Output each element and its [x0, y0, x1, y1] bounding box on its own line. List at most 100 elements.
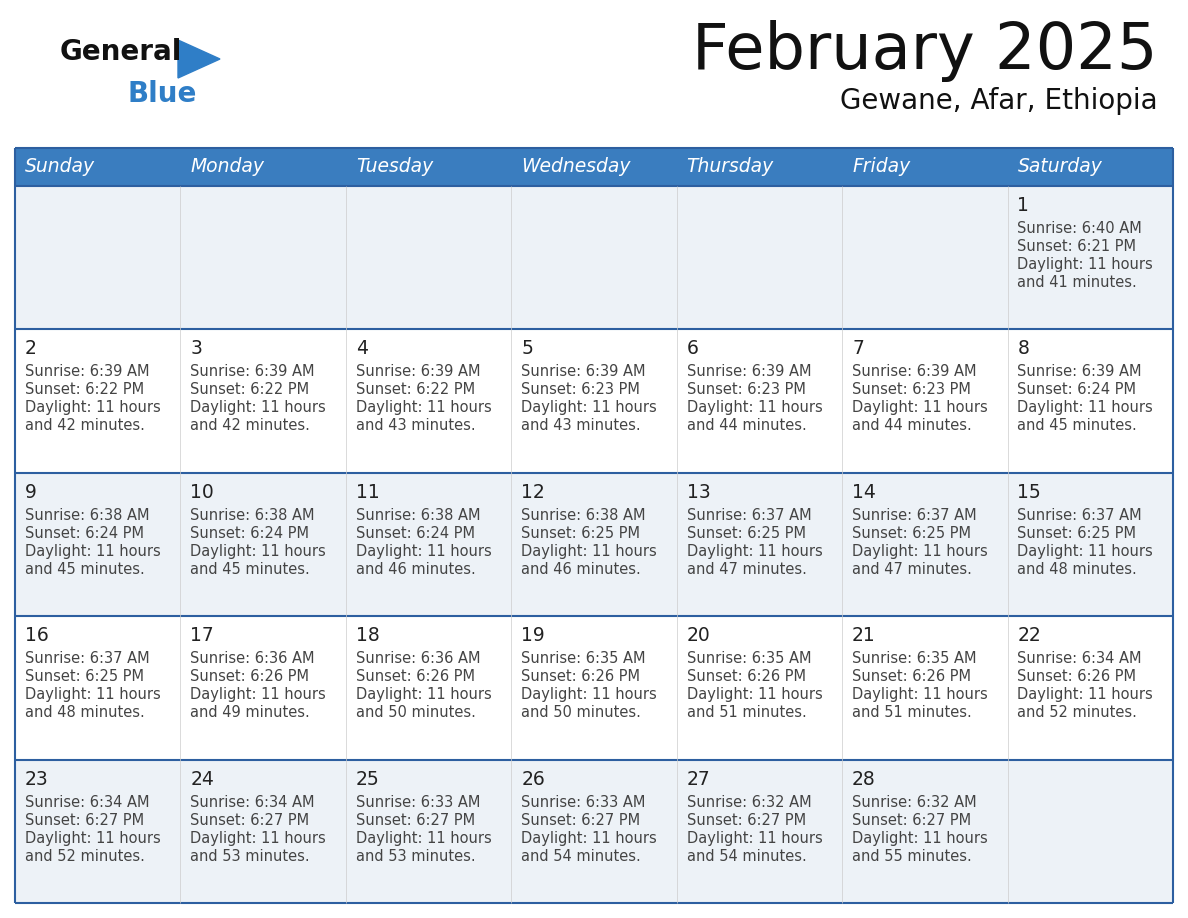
Bar — [842, 148, 1007, 186]
Text: and 48 minutes.: and 48 minutes. — [25, 705, 145, 721]
Text: Sunrise: 6:37 AM: Sunrise: 6:37 AM — [25, 651, 150, 666]
Text: Sunset: 6:22 PM: Sunset: 6:22 PM — [25, 383, 144, 397]
Text: Sunset: 6:25 PM: Sunset: 6:25 PM — [522, 526, 640, 541]
Text: and 45 minutes.: and 45 minutes. — [190, 562, 310, 577]
Text: and 52 minutes.: and 52 minutes. — [1017, 705, 1137, 721]
Text: Sunrise: 6:34 AM: Sunrise: 6:34 AM — [25, 795, 150, 810]
Text: Sunrise: 6:34 AM: Sunrise: 6:34 AM — [190, 795, 315, 810]
Text: Daylight: 11 hours: Daylight: 11 hours — [852, 400, 987, 416]
Text: Sunrise: 6:37 AM: Sunrise: 6:37 AM — [687, 508, 811, 522]
Text: Tuesday: Tuesday — [355, 158, 434, 176]
Text: and 54 minutes.: and 54 minutes. — [522, 848, 642, 864]
Text: and 46 minutes.: and 46 minutes. — [355, 562, 475, 577]
Text: 7: 7 — [852, 340, 864, 358]
Text: Blue: Blue — [128, 80, 197, 108]
Text: Sunset: 6:26 PM: Sunset: 6:26 PM — [1017, 669, 1137, 684]
Bar — [15, 616, 1173, 759]
Text: Sunrise: 6:40 AM: Sunrise: 6:40 AM — [1017, 221, 1142, 236]
Bar — [346, 148, 511, 186]
Text: 2: 2 — [25, 340, 37, 358]
Text: and 48 minutes.: and 48 minutes. — [1017, 562, 1137, 577]
Text: Sunrise: 6:39 AM: Sunrise: 6:39 AM — [190, 364, 315, 379]
Text: Sunrise: 6:35 AM: Sunrise: 6:35 AM — [852, 651, 977, 666]
Text: Friday: Friday — [852, 158, 910, 176]
Text: and 41 minutes.: and 41 minutes. — [1017, 275, 1137, 290]
Text: Sunrise: 6:33 AM: Sunrise: 6:33 AM — [355, 795, 480, 810]
Text: Daylight: 11 hours: Daylight: 11 hours — [687, 543, 822, 559]
Text: Sunset: 6:26 PM: Sunset: 6:26 PM — [355, 669, 475, 684]
Text: Sunset: 6:24 PM: Sunset: 6:24 PM — [25, 526, 144, 541]
Text: Sunrise: 6:32 AM: Sunrise: 6:32 AM — [852, 795, 977, 810]
Text: Sunrise: 6:38 AM: Sunrise: 6:38 AM — [25, 508, 150, 522]
Text: Sunset: 6:23 PM: Sunset: 6:23 PM — [852, 383, 971, 397]
Text: Sunrise: 6:37 AM: Sunrise: 6:37 AM — [1017, 508, 1142, 522]
Text: 4: 4 — [355, 340, 368, 358]
Text: Daylight: 11 hours: Daylight: 11 hours — [1017, 543, 1154, 559]
Text: Sunrise: 6:39 AM: Sunrise: 6:39 AM — [852, 364, 977, 379]
Text: and 51 minutes.: and 51 minutes. — [852, 705, 972, 721]
Text: and 42 minutes.: and 42 minutes. — [190, 419, 310, 433]
Text: Thursday: Thursday — [687, 158, 773, 176]
Text: Sunset: 6:27 PM: Sunset: 6:27 PM — [852, 812, 972, 828]
Text: Daylight: 11 hours: Daylight: 11 hours — [190, 400, 326, 416]
Text: Daylight: 11 hours: Daylight: 11 hours — [1017, 400, 1154, 416]
Text: Daylight: 11 hours: Daylight: 11 hours — [522, 688, 657, 702]
Text: 11: 11 — [355, 483, 379, 502]
Text: Daylight: 11 hours: Daylight: 11 hours — [355, 400, 492, 416]
Text: Sunrise: 6:33 AM: Sunrise: 6:33 AM — [522, 795, 645, 810]
Text: Sunset: 6:26 PM: Sunset: 6:26 PM — [522, 669, 640, 684]
Text: 3: 3 — [190, 340, 202, 358]
Text: Wednesday: Wednesday — [522, 158, 631, 176]
Text: and 46 minutes.: and 46 minutes. — [522, 562, 642, 577]
Text: Sunset: 6:25 PM: Sunset: 6:25 PM — [852, 526, 971, 541]
Bar — [181, 148, 346, 186]
Text: Sunrise: 6:36 AM: Sunrise: 6:36 AM — [355, 651, 480, 666]
Text: Sunset: 6:22 PM: Sunset: 6:22 PM — [190, 383, 310, 397]
Text: 12: 12 — [522, 483, 545, 502]
Text: and 51 minutes.: and 51 minutes. — [687, 705, 807, 721]
Text: Daylight: 11 hours: Daylight: 11 hours — [190, 831, 326, 845]
Text: 25: 25 — [355, 769, 379, 789]
Text: Daylight: 11 hours: Daylight: 11 hours — [190, 543, 326, 559]
Text: 26: 26 — [522, 769, 545, 789]
Text: Monday: Monday — [190, 158, 265, 176]
Text: February 2025: February 2025 — [693, 20, 1158, 82]
Text: Sunset: 6:24 PM: Sunset: 6:24 PM — [190, 526, 309, 541]
Text: Sunday: Sunday — [25, 158, 95, 176]
Text: Daylight: 11 hours: Daylight: 11 hours — [355, 831, 492, 845]
Text: Sunset: 6:25 PM: Sunset: 6:25 PM — [687, 526, 805, 541]
Text: and 45 minutes.: and 45 minutes. — [1017, 419, 1137, 433]
Text: Daylight: 11 hours: Daylight: 11 hours — [25, 543, 160, 559]
Bar — [15, 330, 1173, 473]
Text: Sunset: 6:22 PM: Sunset: 6:22 PM — [355, 383, 475, 397]
Text: Sunset: 6:23 PM: Sunset: 6:23 PM — [522, 383, 640, 397]
Text: 13: 13 — [687, 483, 710, 502]
Text: and 45 minutes.: and 45 minutes. — [25, 562, 145, 577]
Text: and 50 minutes.: and 50 minutes. — [522, 705, 642, 721]
Text: Sunrise: 6:34 AM: Sunrise: 6:34 AM — [1017, 651, 1142, 666]
Text: Sunset: 6:25 PM: Sunset: 6:25 PM — [25, 669, 144, 684]
Text: Daylight: 11 hours: Daylight: 11 hours — [25, 831, 160, 845]
Bar — [15, 473, 1173, 616]
Text: 19: 19 — [522, 626, 545, 645]
Polygon shape — [178, 40, 220, 78]
Text: Sunrise: 6:39 AM: Sunrise: 6:39 AM — [522, 364, 646, 379]
Text: 27: 27 — [687, 769, 710, 789]
Text: 22: 22 — [1017, 626, 1041, 645]
Text: Sunset: 6:23 PM: Sunset: 6:23 PM — [687, 383, 805, 397]
Text: Daylight: 11 hours: Daylight: 11 hours — [687, 831, 822, 845]
Bar — [15, 186, 1173, 330]
Text: 28: 28 — [852, 769, 876, 789]
Text: Sunset: 6:27 PM: Sunset: 6:27 PM — [522, 812, 640, 828]
Text: and 44 minutes.: and 44 minutes. — [852, 419, 972, 433]
Text: and 47 minutes.: and 47 minutes. — [852, 562, 972, 577]
Text: and 44 minutes.: and 44 minutes. — [687, 419, 807, 433]
Text: Sunrise: 6:38 AM: Sunrise: 6:38 AM — [355, 508, 480, 522]
Bar — [511, 148, 677, 186]
Text: Sunrise: 6:39 AM: Sunrise: 6:39 AM — [25, 364, 150, 379]
Bar — [15, 148, 181, 186]
Text: 6: 6 — [687, 340, 699, 358]
Text: Sunrise: 6:32 AM: Sunrise: 6:32 AM — [687, 795, 811, 810]
Text: Daylight: 11 hours: Daylight: 11 hours — [852, 688, 987, 702]
Text: and 55 minutes.: and 55 minutes. — [852, 848, 972, 864]
